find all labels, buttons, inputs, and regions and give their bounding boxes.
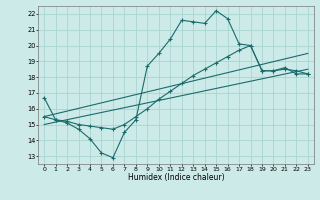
- X-axis label: Humidex (Indice chaleur): Humidex (Indice chaleur): [128, 173, 224, 182]
